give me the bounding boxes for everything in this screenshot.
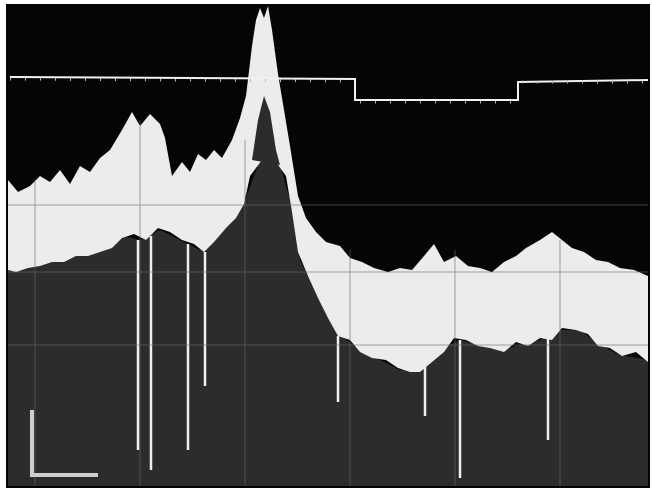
page bbox=[0, 0, 652, 491]
oscilloscope-trace bbox=[0, 0, 652, 491]
